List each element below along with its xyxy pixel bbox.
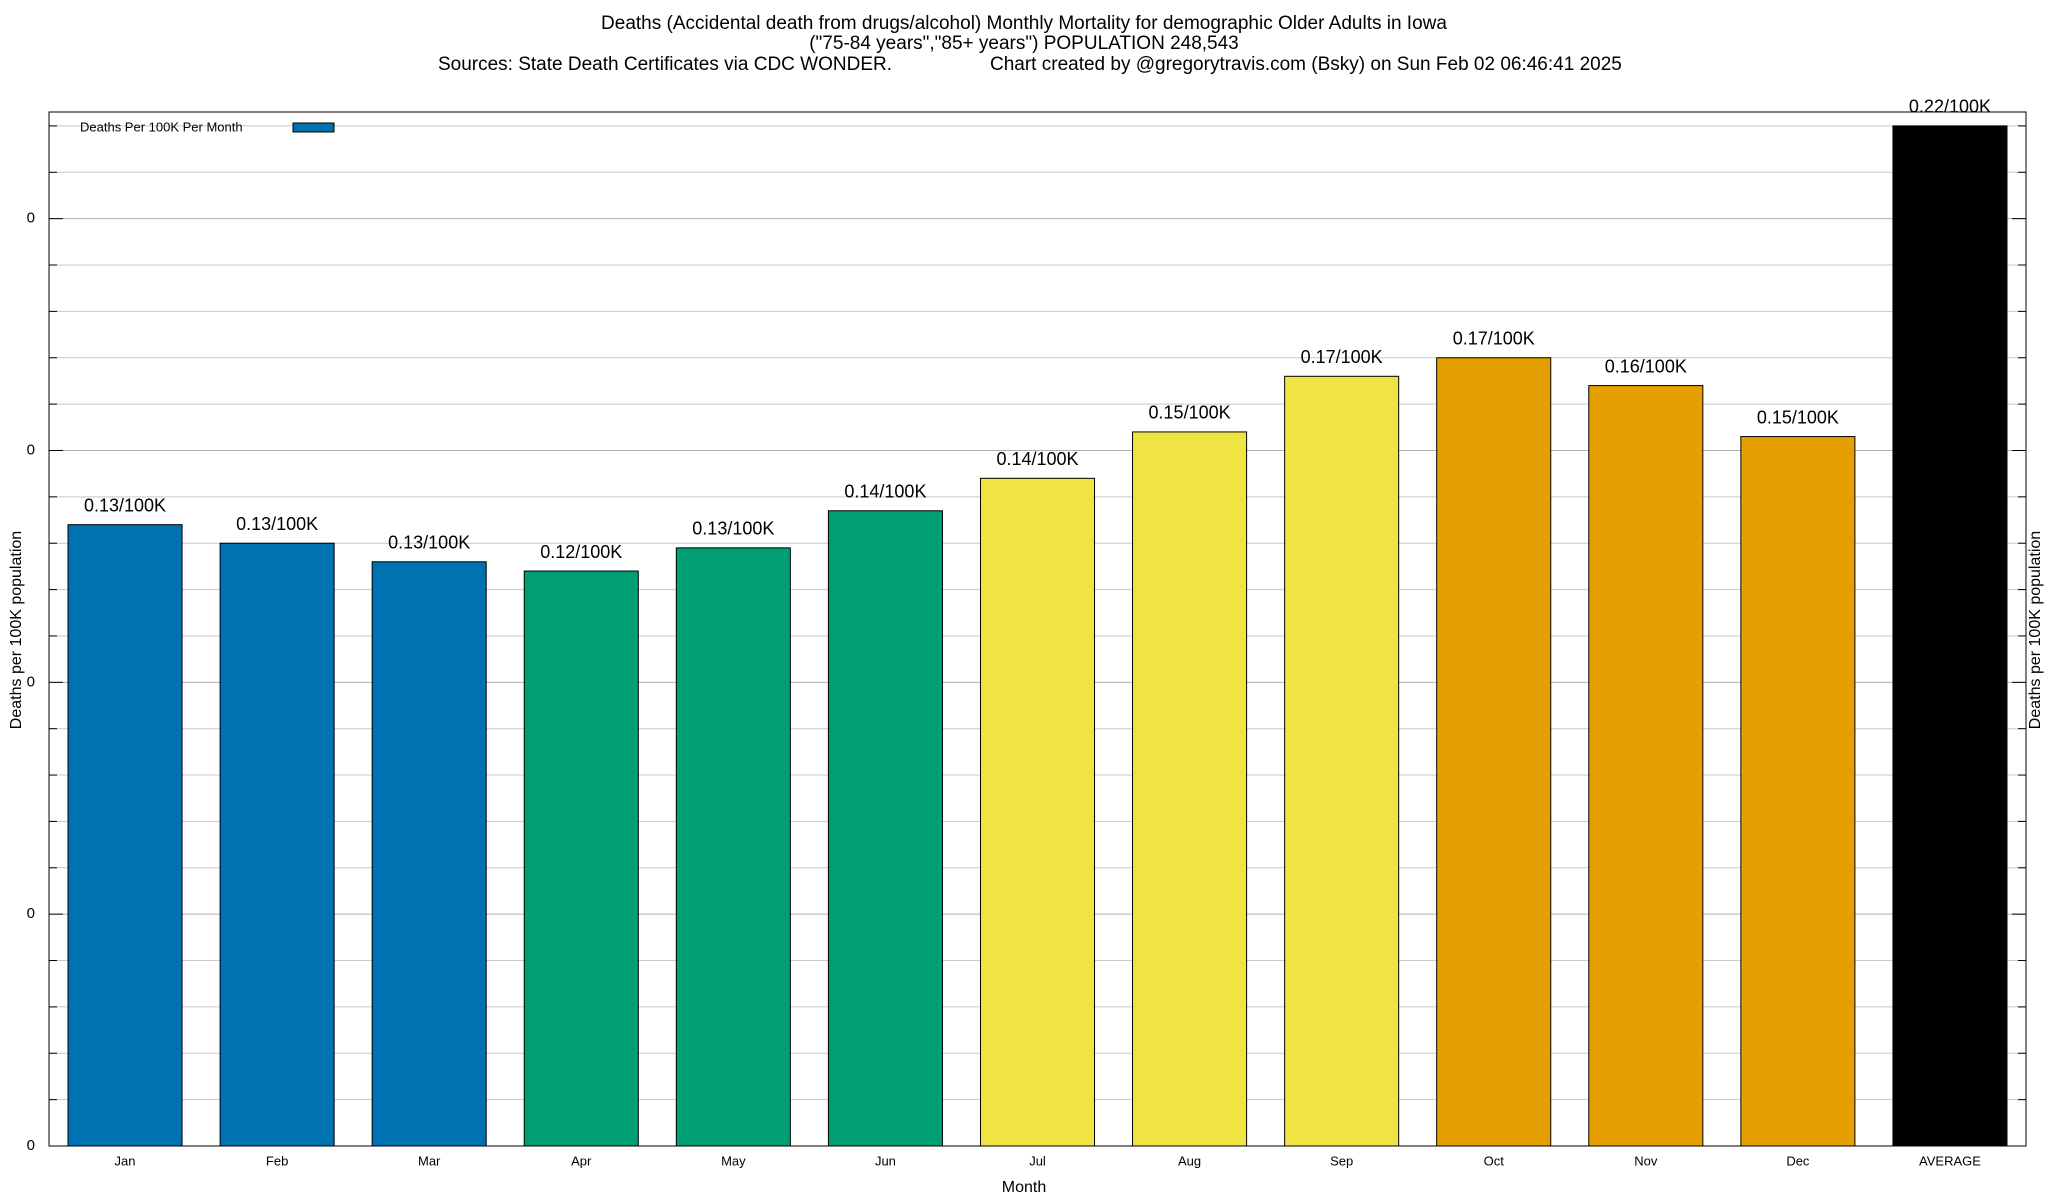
x-tick-label: Aug	[1178, 1153, 1201, 1168]
value-label: 0.22/100K	[1909, 97, 1991, 117]
value-label: 0.13/100K	[692, 519, 774, 539]
y-tick-label: 0	[27, 673, 35, 690]
x-tick-label: Sep	[1330, 1153, 1353, 1168]
bar	[675, 547, 791, 1147]
x-tick-label: May	[721, 1153, 746, 1168]
bar	[827, 510, 943, 1147]
y-tick-label: 0	[27, 1137, 35, 1154]
y-tick-label: 0	[27, 210, 35, 227]
legend-swatch	[292, 122, 335, 133]
value-label: 0.13/100K	[236, 514, 318, 534]
bar	[219, 542, 335, 1147]
bar	[1436, 357, 1552, 1147]
value-label: 0.17/100K	[1301, 347, 1383, 367]
chart-title: Deaths (Accidental death from drugs/alco…	[601, 13, 1447, 34]
value-label: 0.14/100K	[844, 482, 926, 502]
value-label: 0.13/100K	[84, 495, 166, 515]
value-label: 0.15/100K	[1149, 403, 1231, 423]
x-tick-label: Jan	[115, 1153, 136, 1168]
value-label: 0.16/100K	[1605, 356, 1687, 376]
value-label: 0.15/100K	[1757, 407, 1839, 427]
x-tick-label: Feb	[266, 1153, 288, 1168]
x-tick-label: Mar	[418, 1153, 441, 1168]
bar	[523, 570, 639, 1147]
bar	[371, 561, 487, 1147]
bar	[1588, 385, 1704, 1147]
value-label: 0.14/100K	[996, 449, 1078, 469]
x-tick-label: Jul	[1029, 1153, 1046, 1168]
value-label: 0.12/100K	[540, 542, 622, 562]
x-tick-label: Oct	[1484, 1153, 1505, 1168]
x-axis-label: Month	[1002, 1179, 1046, 1196]
y2-axis-label: Deaths per 100K population	[2027, 531, 2044, 729]
bar	[979, 477, 1096, 1147]
bar	[1740, 436, 1856, 1147]
x-tick-label: Nov	[1634, 1153, 1658, 1168]
y-axis-label: Deaths per 100K population	[8, 531, 25, 729]
x-tick-label: Apr	[571, 1153, 592, 1168]
source: Sources: State Death Certificates via CD…	[438, 54, 892, 75]
y-tick-label: 0	[27, 441, 35, 458]
value-label: 0.17/100K	[1453, 328, 1535, 348]
x-tick-label: Dec	[1786, 1153, 1810, 1168]
legend-label: Deaths Per 100K Per Month	[80, 119, 243, 134]
plot-frame	[48, 111, 2027, 1147]
credit: Chart created by @gregorytravis.com (Bsk…	[990, 54, 1622, 75]
x-tick-label: AVERAGE	[1919, 1153, 1981, 1168]
chart-subtitle: ("75-84 years","85+ years") POPULATION 2…	[809, 33, 1239, 54]
bar	[1284, 375, 1400, 1147]
x-tick-label: Jun	[875, 1153, 896, 1168]
bar	[1132, 431, 1248, 1147]
bar	[1892, 125, 2008, 1147]
value-label: 0.13/100K	[388, 533, 470, 553]
y-tick-label: 0	[27, 905, 35, 922]
bar	[67, 524, 183, 1147]
